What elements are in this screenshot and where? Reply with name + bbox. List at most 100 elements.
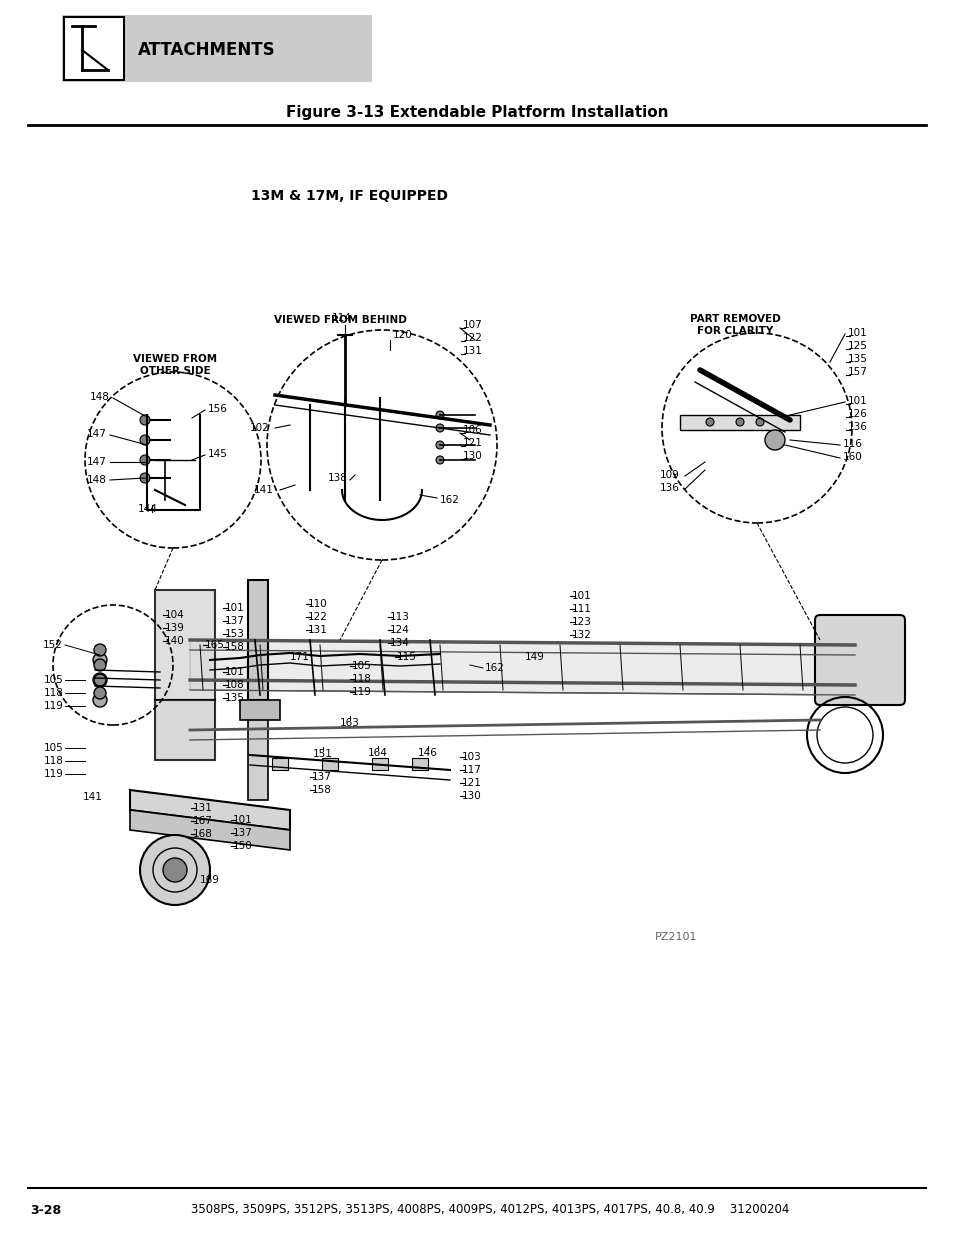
Text: 118: 118 — [352, 674, 372, 684]
Text: 101: 101 — [847, 396, 867, 406]
Polygon shape — [130, 810, 290, 850]
Text: 101: 101 — [225, 667, 245, 677]
Text: 101: 101 — [847, 329, 867, 338]
Circle shape — [94, 659, 106, 671]
Text: 137: 137 — [225, 616, 245, 626]
Circle shape — [92, 673, 107, 687]
Bar — [64, 17, 124, 80]
Text: 136: 136 — [659, 483, 679, 493]
Text: 157: 157 — [847, 367, 867, 377]
Text: 158: 158 — [312, 785, 332, 795]
Polygon shape — [240, 700, 280, 720]
Text: 152: 152 — [43, 640, 63, 650]
Text: 163: 163 — [339, 718, 359, 727]
Circle shape — [705, 417, 713, 426]
Text: 101: 101 — [233, 815, 253, 825]
Text: 3508PS, 3509PS, 3512PS, 3513PS, 4008PS, 4009PS, 4012PS, 4013PS, 4017PS, 40.8, 40: 3508PS, 3509PS, 3512PS, 3513PS, 4008PS, … — [191, 1203, 788, 1216]
Text: 171: 171 — [290, 652, 310, 662]
Text: 156: 156 — [208, 404, 228, 414]
Circle shape — [755, 417, 763, 426]
Text: 105: 105 — [352, 661, 372, 671]
Text: 158: 158 — [225, 642, 245, 652]
Text: 117: 117 — [461, 764, 481, 776]
Circle shape — [92, 693, 107, 706]
Text: 167: 167 — [193, 816, 213, 826]
Text: 150: 150 — [233, 841, 253, 851]
Text: 102: 102 — [250, 424, 270, 433]
Text: 121: 121 — [461, 778, 481, 788]
Circle shape — [94, 674, 106, 685]
Text: 122: 122 — [462, 333, 482, 343]
Text: 139: 139 — [165, 622, 185, 634]
Circle shape — [764, 430, 784, 450]
Text: 126: 126 — [847, 409, 867, 419]
Text: Figure 3-13 Extendable Platform Installation: Figure 3-13 Extendable Platform Installa… — [286, 105, 667, 121]
Text: 118: 118 — [44, 688, 64, 698]
Text: VIEWED FROM BEHIND: VIEWED FROM BEHIND — [274, 315, 406, 325]
Text: 153: 153 — [225, 629, 245, 638]
Text: PART REMOVED
FOR CLARITY: PART REMOVED FOR CLARITY — [689, 314, 780, 336]
Text: 114: 114 — [332, 312, 352, 324]
Text: 109: 109 — [659, 471, 679, 480]
Circle shape — [735, 417, 743, 426]
Text: 138: 138 — [328, 473, 348, 483]
Polygon shape — [679, 415, 800, 430]
Circle shape — [140, 473, 150, 483]
Text: 111: 111 — [572, 604, 591, 614]
Text: 136: 136 — [847, 422, 867, 432]
FancyBboxPatch shape — [814, 615, 904, 705]
Circle shape — [436, 411, 443, 419]
Text: 103: 103 — [461, 752, 481, 762]
Text: 105: 105 — [44, 743, 64, 753]
Polygon shape — [248, 580, 268, 700]
Text: 3-28: 3-28 — [30, 1203, 61, 1216]
Text: 131: 131 — [308, 625, 328, 635]
Text: 168: 168 — [193, 829, 213, 839]
Circle shape — [436, 441, 443, 450]
Circle shape — [92, 653, 107, 667]
Text: 107: 107 — [462, 320, 482, 330]
Circle shape — [94, 687, 106, 699]
Text: 141: 141 — [253, 485, 274, 495]
Text: 149: 149 — [524, 652, 544, 662]
Text: 108: 108 — [225, 680, 245, 690]
Text: 162: 162 — [484, 663, 504, 673]
Polygon shape — [130, 790, 290, 830]
Circle shape — [436, 456, 443, 464]
Text: 164: 164 — [368, 748, 388, 758]
Text: 121: 121 — [462, 438, 482, 448]
Text: VIEWED FROM
OTHER SIDE: VIEWED FROM OTHER SIDE — [132, 354, 217, 375]
Text: 160: 160 — [842, 452, 862, 462]
Text: 145: 145 — [208, 450, 228, 459]
Polygon shape — [272, 758, 288, 769]
Text: 147: 147 — [87, 429, 107, 438]
Circle shape — [163, 858, 187, 882]
Circle shape — [140, 435, 150, 445]
Polygon shape — [412, 758, 428, 769]
Text: 137: 137 — [312, 772, 332, 782]
Text: 140: 140 — [165, 636, 185, 646]
Text: 13M & 17M, IF EQUIPPED: 13M & 17M, IF EQUIPPED — [252, 189, 448, 203]
Text: 131: 131 — [462, 346, 482, 356]
Text: 162: 162 — [439, 495, 459, 505]
Polygon shape — [322, 758, 337, 769]
Text: 104: 104 — [165, 610, 185, 620]
Text: PZ2101: PZ2101 — [655, 932, 697, 942]
Text: 124: 124 — [390, 625, 410, 635]
Text: 119: 119 — [352, 687, 372, 697]
Circle shape — [140, 835, 210, 905]
Text: 146: 146 — [417, 748, 437, 758]
Text: 137: 137 — [233, 827, 253, 839]
Circle shape — [436, 424, 443, 432]
Text: 115: 115 — [396, 652, 416, 662]
Circle shape — [140, 454, 150, 466]
Text: 101: 101 — [225, 603, 245, 613]
Text: 151: 151 — [313, 748, 333, 760]
Text: 116: 116 — [842, 438, 862, 450]
Text: 119: 119 — [44, 769, 64, 779]
Text: 148: 148 — [90, 391, 110, 403]
Circle shape — [140, 415, 150, 425]
Text: 106: 106 — [462, 425, 482, 435]
Text: 130: 130 — [461, 790, 481, 802]
Text: 165: 165 — [205, 640, 225, 650]
